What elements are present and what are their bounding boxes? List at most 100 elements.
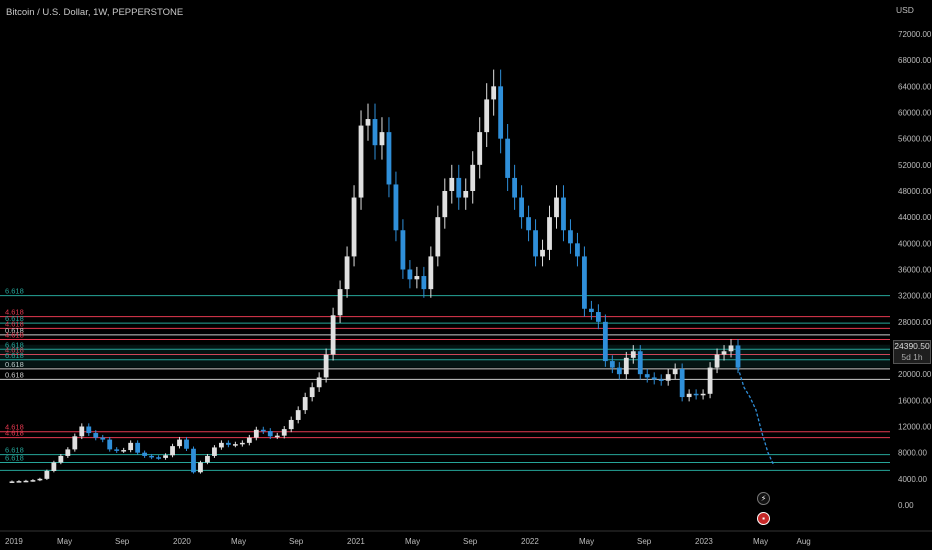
level-label: 6.618 [5, 287, 24, 296]
price-axis-bg [890, 0, 932, 550]
price-tick-label: 20000.00 [898, 370, 932, 379]
candle [379, 132, 385, 146]
chart-title: Bitcoin / U.S. Dollar, 1W, PEPPERSTONE [6, 7, 184, 18]
time-tick-label: Sep [115, 537, 130, 546]
candle [623, 357, 629, 375]
candle [512, 177, 518, 198]
time-tick-label: 2023 [695, 537, 713, 546]
candle [714, 354, 720, 368]
level-label: 6.618 [5, 446, 24, 455]
candle [93, 433, 99, 438]
candle [561, 197, 566, 231]
us-flag-icon[interactable]: ▪ [757, 512, 770, 525]
fib-levels: 6.6184.6186.6184.6180.6184.6186.6184.618… [0, 287, 890, 471]
candle [128, 442, 134, 451]
candle [219, 442, 224, 448]
last-price-badge: 24390.50 5d 1h [893, 340, 931, 364]
price-tick-label: 8000.00 [898, 449, 927, 458]
candle [589, 308, 594, 313]
candle [121, 450, 127, 452]
candle [135, 442, 141, 453]
candle [463, 191, 469, 198]
currency-label: USD [896, 5, 914, 15]
candle [177, 439, 182, 447]
level-label: 4.618 [5, 308, 24, 317]
candle [184, 439, 189, 449]
time-tick-label: Aug [797, 537, 811, 546]
candle [295, 410, 301, 420]
candle [644, 374, 650, 378]
price-tick-label: 4000.00 [898, 475, 927, 484]
candle [72, 436, 78, 450]
level-label: 6.618 [5, 340, 24, 349]
last-price: 24390.50 [894, 341, 930, 351]
candle [554, 197, 559, 218]
candle [568, 230, 573, 244]
candle [693, 393, 699, 396]
candle [582, 256, 587, 309]
candle [679, 368, 685, 398]
level-label: 0.618 [5, 360, 24, 369]
time-tick-label: Sep [289, 537, 304, 546]
bar-timer: 5d 1h [901, 352, 923, 362]
time-tick-label: 2022 [521, 537, 539, 546]
candle [700, 393, 706, 396]
candle [23, 480, 29, 483]
candle [302, 397, 308, 411]
candle [79, 426, 85, 437]
candle [456, 177, 462, 198]
price-axis[interactable]: 0.00 4000.00 8000.00 12000.00 16000.00 20000.… [890, 0, 932, 550]
time-tick-label: 2020 [173, 537, 191, 546]
time-tick-label: May [753, 537, 768, 546]
candle [163, 455, 168, 458]
candle [616, 367, 622, 375]
price-tick-label: 72000.00 [898, 30, 932, 39]
candle [149, 455, 154, 458]
candle [51, 462, 57, 471]
level-label: 0.618 [5, 370, 24, 379]
candle [630, 351, 636, 358]
candle [351, 197, 357, 257]
candle [728, 345, 734, 352]
level-label: 4.618 [5, 319, 24, 328]
candle [142, 452, 148, 456]
candle [407, 269, 413, 280]
candle [658, 379, 664, 381]
candle [316, 377, 322, 388]
candle [609, 361, 615, 368]
level-band [0, 344, 890, 368]
time-tick-label: Sep [463, 537, 478, 546]
time-axis[interactable]: 2019 May Sep 2020 May Sep 2021 May Sep 2022 May Sep… [0, 530, 932, 546]
candle [65, 449, 71, 456]
candle [253, 429, 259, 438]
level-label: 6.618 [5, 453, 24, 462]
candle [721, 351, 727, 355]
candle [421, 276, 427, 290]
candle [170, 446, 175, 456]
candle [225, 442, 231, 445]
price-tick-label: 0.00 [898, 501, 914, 510]
time-tick-label: 2019 [5, 537, 23, 546]
candle [44, 470, 50, 479]
candle [477, 132, 483, 165]
level-label: 6.618 [5, 314, 24, 323]
candle [540, 249, 545, 257]
candle [393, 184, 399, 231]
candle [372, 119, 378, 146]
candle [37, 478, 43, 481]
candle [212, 447, 217, 456]
candle [519, 197, 524, 218]
candles [9, 69, 741, 484]
price-tick-label: 12000.00 [898, 423, 932, 432]
candle [86, 426, 92, 434]
level-label: 4.618 [5, 330, 24, 339]
candle [505, 138, 511, 178]
level-label: 4.618 [5, 423, 24, 432]
price-tick-label: 48000.00 [898, 187, 932, 196]
candle [30, 480, 36, 482]
lightning-icon[interactable]: ⚡ [757, 492, 770, 505]
candle [365, 119, 371, 126]
candle [414, 276, 420, 280]
candle [449, 177, 455, 191]
